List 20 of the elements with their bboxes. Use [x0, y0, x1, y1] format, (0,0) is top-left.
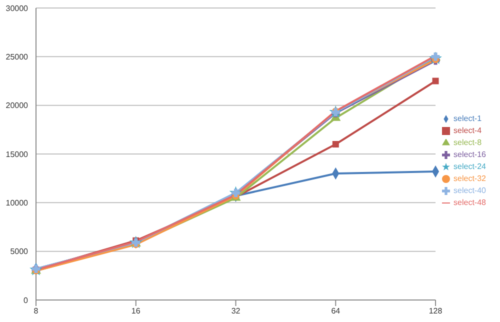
x-tick-label: 128 [428, 306, 443, 316]
legend-label: select-32 [454, 174, 486, 183]
y-tick-label: 10000 [6, 198, 29, 208]
x-tick-label: 16 [131, 306, 141, 316]
legend-label: select-48 [454, 198, 486, 207]
legend-label: select-16 [454, 150, 486, 159]
y-tick-label: 25000 [6, 52, 29, 62]
y-tick-label: 20000 [6, 101, 29, 110]
legend-label: select-24 [454, 162, 486, 171]
legend-label: select-40 [454, 186, 486, 195]
y-tick-label: 0 [24, 296, 29, 305]
x-tick-label: 32 [231, 306, 241, 316]
y-tick-label: 5000 [10, 247, 29, 256]
legend-label: select-1 [454, 114, 482, 123]
legend-label: select-8 [454, 138, 482, 147]
y-tick-label: 30000 [6, 4, 29, 13]
y-tick-label: 15000 [6, 150, 29, 159]
x-tick-label: 8 [34, 306, 39, 316]
x-tick-label: 64 [331, 306, 341, 316]
legend-label: select-4 [454, 126, 482, 135]
